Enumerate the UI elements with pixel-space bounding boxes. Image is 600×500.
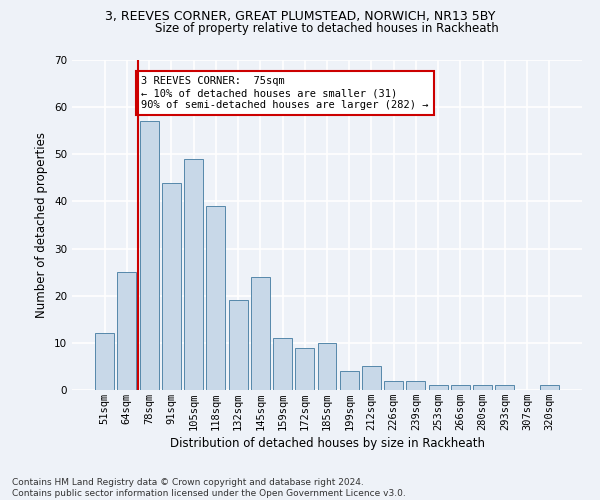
Bar [496, 386, 514, 390]
Bar [429, 386, 448, 390]
Bar [473, 386, 492, 390]
Text: 3, REEVES CORNER, GREAT PLUMSTEAD, NORWICH, NR13 5BY: 3, REEVES CORNER, GREAT PLUMSTEAD, NORWI… [105, 10, 495, 23]
Bar [384, 380, 403, 390]
Title: Size of property relative to detached houses in Rackheath: Size of property relative to detached ho… [155, 22, 499, 35]
Bar [95, 334, 114, 390]
Y-axis label: Number of detached properties: Number of detached properties [35, 132, 49, 318]
Bar [251, 277, 270, 390]
Bar [162, 182, 181, 390]
X-axis label: Distribution of detached houses by size in Rackheath: Distribution of detached houses by size … [170, 437, 485, 450]
Bar [317, 343, 337, 390]
Bar [540, 386, 559, 390]
Bar [451, 386, 470, 390]
Bar [340, 371, 359, 390]
Text: 3 REEVES CORNER:  75sqm
← 10% of detached houses are smaller (31)
90% of semi-de: 3 REEVES CORNER: 75sqm ← 10% of detached… [142, 76, 429, 110]
Bar [362, 366, 381, 390]
Bar [406, 380, 425, 390]
Text: Contains HM Land Registry data © Crown copyright and database right 2024.
Contai: Contains HM Land Registry data © Crown c… [12, 478, 406, 498]
Bar [273, 338, 292, 390]
Bar [184, 159, 203, 390]
Bar [206, 206, 225, 390]
Bar [118, 272, 136, 390]
Bar [229, 300, 248, 390]
Bar [140, 122, 158, 390]
Bar [295, 348, 314, 390]
